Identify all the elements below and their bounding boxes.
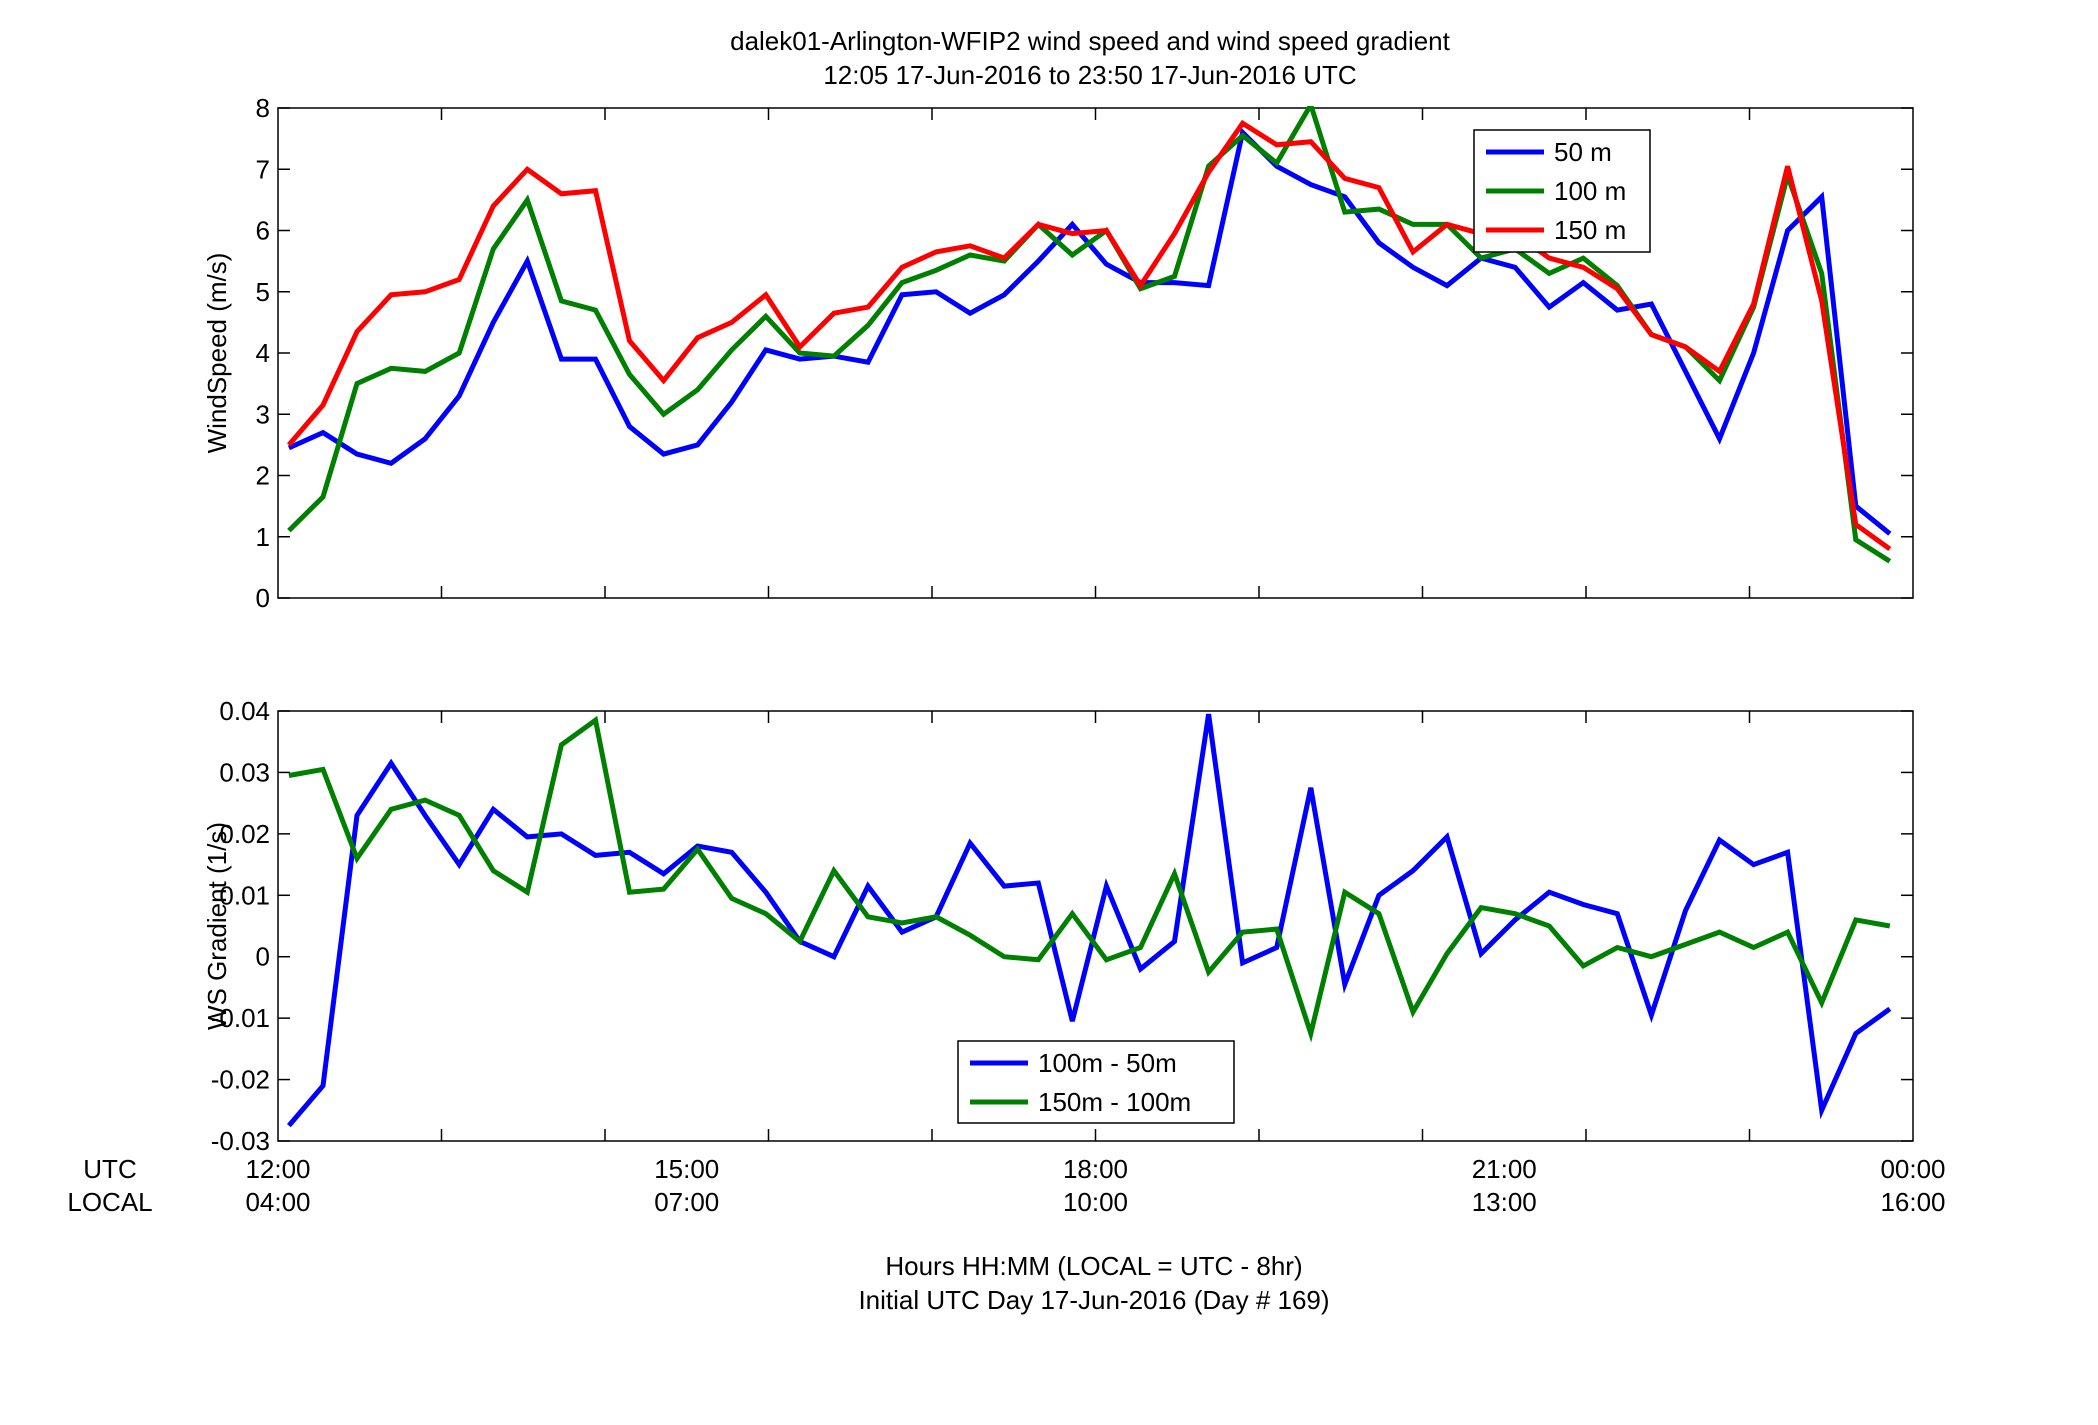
y-tick-label: 0.02: [219, 819, 270, 849]
y-tick-label: -0.01: [211, 1003, 270, 1033]
utc-tick-label: 15:00: [654, 1154, 719, 1184]
legend-entry: 150 m: [1554, 215, 1626, 245]
y-tick-label: 1: [256, 522, 270, 552]
utc-tick-label: 21:00: [1472, 1154, 1537, 1184]
windspeed-panel: 0 1 2 3 4 5 6 7 8 WindSpeed (m/s) 50 m 100 m 150 m: [202, 93, 1914, 613]
plot-frame: [277, 107, 1914, 599]
figure-title: dalek01-Arlington-WFIP2 wind speed and w…: [730, 26, 1451, 56]
legend-entry: 150m - 100m: [1038, 1087, 1191, 1117]
y-tick-label: -0.03: [211, 1126, 270, 1156]
series-line-2: [288, 715, 1891, 1043]
local-tick-label: 16:00: [1880, 1187, 1945, 1217]
local-tick-label: 10:00: [1063, 1187, 1128, 1217]
series-line-3: [287, 119, 1892, 552]
utc-tick-label: 12:00: [245, 1154, 310, 1184]
x-axis-label-line2: Initial UTC Day 17-Jun-2016 (Day # 169): [858, 1285, 1329, 1315]
y-tick-label: 3: [256, 399, 270, 429]
y-tick-label: 6: [256, 216, 270, 246]
utc-tick-label: 00:00: [1880, 1154, 1945, 1184]
local-tick-label: 07:00: [654, 1187, 719, 1217]
utc-tick-label: 18:00: [1063, 1154, 1128, 1184]
x-axis-label-line1: Hours HH:MM (LOCAL = UTC - 8hr): [885, 1251, 1302, 1281]
legend-box: [957, 1040, 1235, 1124]
utc-row-label: UTC: [83, 1154, 136, 1184]
local-tick-label: 13:00: [1472, 1187, 1537, 1217]
y-tick-label: 0: [256, 583, 270, 613]
y-axis-label: WS Gradient (1/s): [202, 822, 232, 1030]
local-tick-label: 04:00: [245, 1187, 310, 1217]
legend: 50 m 100 m 150 m: [1473, 129, 1651, 253]
time-axis-labels: 12:00 15:00 18:00 21:00 00:00 04:00 07:00 10:00…: [245, 1154, 1945, 1217]
gradient-panel: -0.03 -0.02 -0.01 0 0.01 0.02 0.03 0.04 WS Gradi…: [202, 696, 1914, 1156]
y-tick-label: 0: [256, 942, 270, 972]
y-tick-label: 0.03: [219, 757, 270, 787]
y-axis-label: WindSpeed (m/s): [202, 253, 232, 454]
legend-entry: 100 m: [1554, 176, 1626, 206]
legend-entry: 100m - 50m: [1038, 1048, 1177, 1078]
y-tick-label: 4: [256, 338, 270, 368]
y-tick-label: -0.02: [211, 1065, 270, 1095]
series-line-1: [286, 713, 1892, 1128]
y-tick-label: 0.01: [219, 880, 270, 910]
y-tick-label: 0.04: [219, 696, 270, 726]
y-tick-label: 2: [256, 461, 270, 491]
y-tick-label: 7: [256, 154, 270, 184]
figure-subtitle: 12:05 17-Jun-2016 to 23:50 17-Jun-2016 U…: [823, 60, 1356, 90]
local-row-label: LOCAL: [67, 1187, 152, 1217]
legend-entry: 50 m: [1554, 137, 1612, 167]
legend: 100m - 50m 150m - 100m: [957, 1040, 1235, 1124]
y-tick-label: 5: [256, 277, 270, 307]
y-tick-label: 8: [256, 93, 270, 123]
